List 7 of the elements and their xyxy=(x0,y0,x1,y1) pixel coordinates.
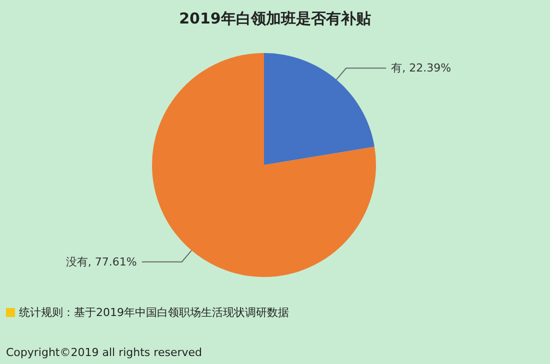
slice-label: 没有 xyxy=(66,255,88,268)
data-label: , 22.39% xyxy=(402,62,452,75)
text: 统计规则：基于2019年中国白领职场生活现状调研数据 xyxy=(19,305,289,320)
data-label: , 77.61% xyxy=(88,255,137,268)
slice-label: 有 xyxy=(391,62,402,75)
chart-title: 2019年白领加班是否有补贴 xyxy=(179,10,371,28)
text: Copyright©2019 all rights reserved xyxy=(6,346,202,359)
